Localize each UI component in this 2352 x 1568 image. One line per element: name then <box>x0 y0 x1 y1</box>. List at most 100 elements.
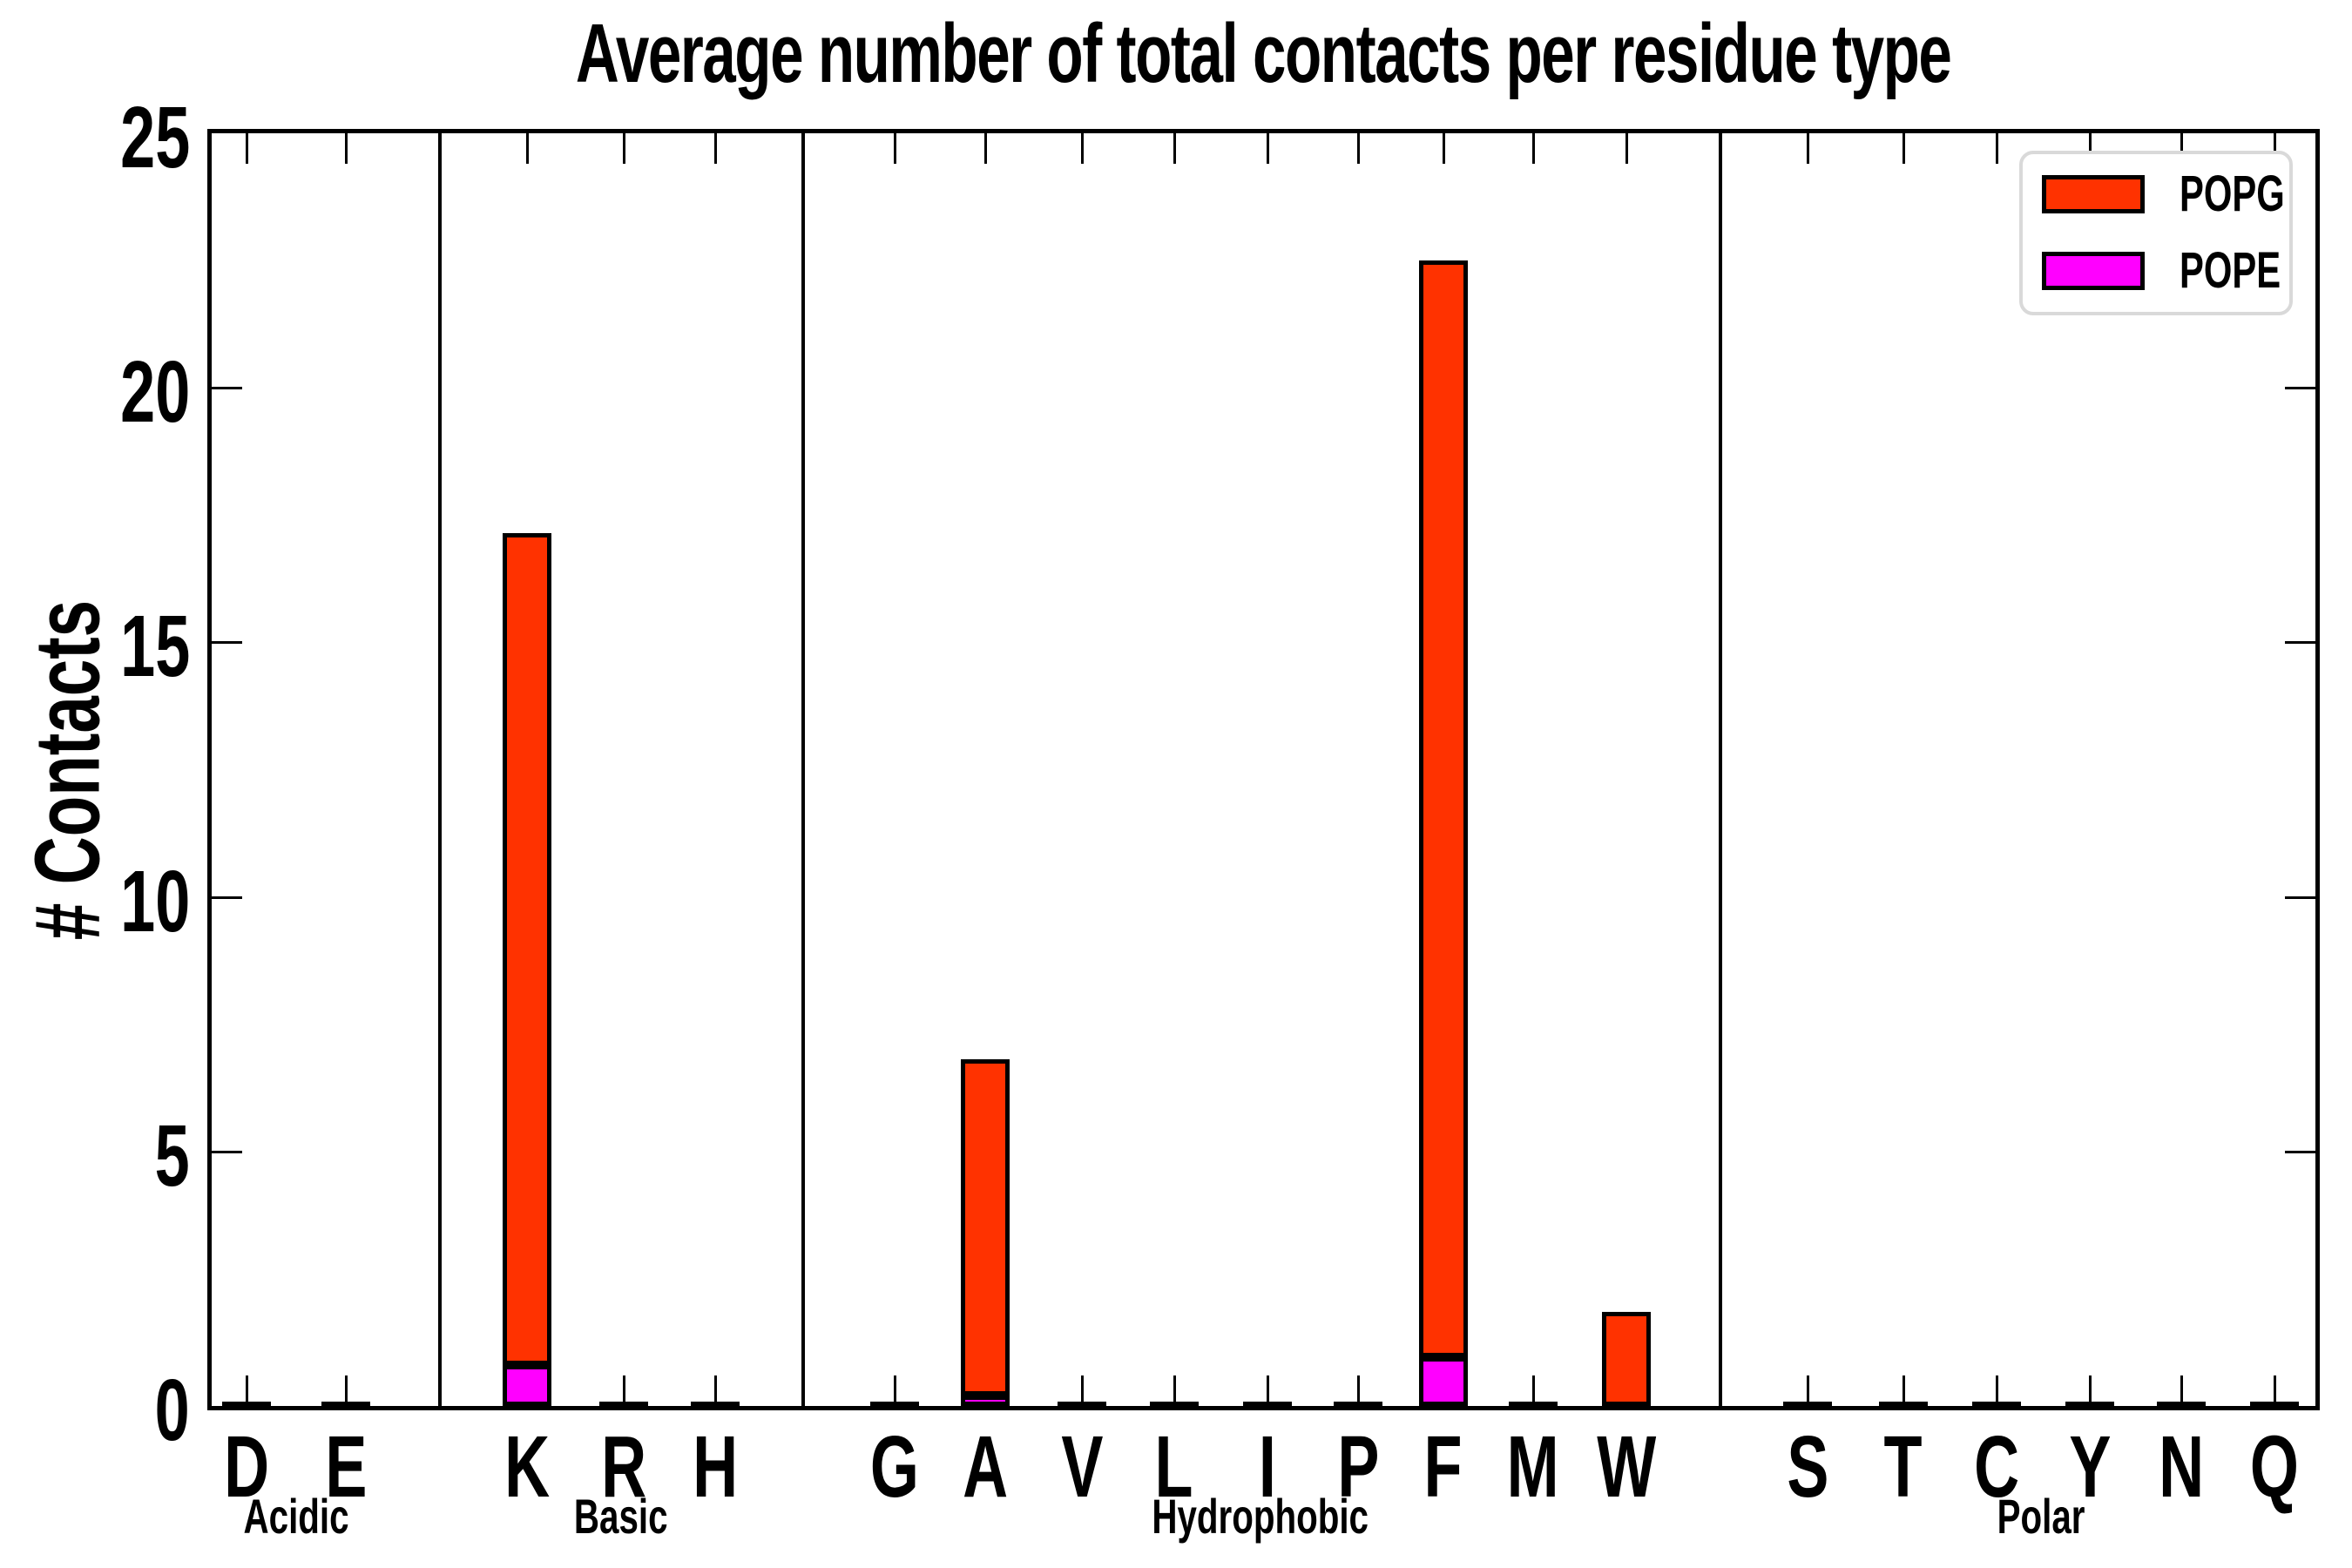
y-tick-left-5 <box>212 1150 242 1153</box>
residue-label-text-F: F <box>1424 1418 1463 1516</box>
residue-label-text-G: G <box>869 1418 919 1516</box>
bar-K-pope <box>503 1365 551 1406</box>
group-label-text-basic: Basic <box>574 1489 668 1544</box>
tiny-bar-H <box>691 1402 740 1406</box>
y-tick-right-5 <box>2285 1150 2315 1153</box>
x-tick-bottom-V <box>1081 1375 1084 1406</box>
y-tick-label-20: 20 <box>0 348 190 436</box>
residue-label-Q: Q <box>2205 1423 2344 1511</box>
group-label-basic: Basic <box>447 1491 795 1542</box>
bar-K-popg <box>503 533 551 1365</box>
tiny-bar-Q <box>2250 1402 2299 1406</box>
x-tick-bottom-I <box>1267 1375 1269 1406</box>
bar-A-popg <box>961 1059 1010 1396</box>
x-tick-top-R <box>623 133 625 164</box>
residue-label-G: G <box>825 1423 964 1511</box>
y-tick-label-text-5: 5 <box>154 1106 190 1205</box>
residue-label-text-T: T <box>1884 1418 1923 1516</box>
tiny-bar-T <box>1879 1402 1928 1406</box>
chart-title-text: Average number of total contacts per res… <box>576 7 1952 100</box>
residue-label-E: E <box>276 1423 416 1511</box>
x-tick-bottom-C <box>1996 1375 1998 1406</box>
x-tick-bottom-T <box>1903 1375 1905 1406</box>
x-tick-top-I <box>1267 133 1269 164</box>
y-tick-right-10 <box>2285 896 2315 899</box>
x-tick-top-N <box>2180 133 2183 164</box>
legend-label-popg: POPG <box>2180 169 2326 220</box>
tiny-bar-S <box>1783 1402 1832 1406</box>
residue-label-text-C: C <box>1974 1418 2019 1516</box>
residue-label-N: N <box>2112 1423 2251 1511</box>
tiny-bar-Y <box>2065 1402 2114 1406</box>
x-tick-bottom-Q <box>2274 1375 2276 1406</box>
group-label-text-polar: Polar <box>1997 1489 2085 1544</box>
residue-label-text-I: I <box>1258 1418 1276 1516</box>
x-tick-bottom-D <box>246 1375 248 1406</box>
bar-W-popg <box>1602 1312 1651 1406</box>
tiny-bar-G <box>870 1402 919 1406</box>
residue-label-P: P <box>1288 1423 1428 1511</box>
bar-F-pope <box>1419 1357 1468 1406</box>
x-tick-bottom-H <box>714 1375 717 1406</box>
y-tick-left-20 <box>212 387 242 390</box>
legend-swatch-popg <box>2042 175 2145 213</box>
x-tick-bottom-Y <box>2089 1375 2092 1406</box>
residue-label-text-Y: Y <box>2068 1418 2112 1516</box>
chart-title: Average number of total contacts per res… <box>207 9 2320 99</box>
x-tick-top-C <box>1996 133 1998 164</box>
residue-label-text-N: N <box>2159 1418 2204 1516</box>
x-tick-top-M <box>1532 133 1535 164</box>
residue-label-text-V: V <box>1060 1418 1104 1516</box>
group-divider-1 <box>438 133 442 1406</box>
x-tick-bottom-R <box>623 1375 625 1406</box>
x-tick-bottom-P <box>1357 1375 1360 1406</box>
residue-label-T: T <box>1834 1423 1973 1511</box>
x-tick-top-E <box>345 133 348 164</box>
y-tick-label-text-25: 25 <box>119 89 190 186</box>
residue-label-text-H: H <box>693 1418 738 1516</box>
residue-label-text-A: A <box>963 1418 1008 1516</box>
y-tick-label-5: 5 <box>0 1112 190 1200</box>
tiny-bar-V <box>1058 1402 1106 1406</box>
legend-label-pope: POPE <box>2180 246 2320 296</box>
tiny-bar-C <box>1972 1402 2021 1406</box>
x-tick-top-W <box>1625 133 1628 164</box>
residue-label-V: V <box>1012 1423 1152 1511</box>
legend-swatch-pope <box>2042 252 2145 290</box>
residue-label-M: M <box>1463 1423 1603 1511</box>
residue-label-W: W <box>1557 1423 1696 1511</box>
x-tick-bottom-G <box>894 1375 896 1406</box>
residue-label-F: F <box>1374 1423 1513 1511</box>
tiny-bar-D <box>222 1402 271 1406</box>
bar-F-popg <box>1419 260 1468 1357</box>
legend-label-text-pope: POPE <box>2180 242 2281 299</box>
group-label-text-hydrophobic: Hydrophobic <box>1152 1489 1369 1544</box>
y-tick-right-15 <box>2285 641 2315 645</box>
group-label-acidic: Acidic <box>122 1491 470 1542</box>
y-tick-label-10: 10 <box>0 858 190 945</box>
x-tick-bottom-E <box>345 1375 348 1406</box>
group-label-hydrophobic: Hydrophobic <box>1086 1491 1435 1542</box>
residue-label-H: H <box>645 1423 785 1511</box>
x-tick-top-S <box>1807 133 1809 164</box>
residue-label-Y: Y <box>2020 1423 2159 1511</box>
residue-label-A: A <box>916 1423 1055 1511</box>
y-tick-label-text-15: 15 <box>119 598 190 696</box>
residue-label-text-M: M <box>1507 1418 1559 1516</box>
residue-label-text-S: S <box>1786 1418 1829 1516</box>
y-tick-label-text-10: 10 <box>119 852 190 950</box>
tiny-bar-M <box>1509 1402 1558 1406</box>
tiny-bar-P <box>1334 1402 1382 1406</box>
x-tick-top-A <box>984 133 987 164</box>
x-tick-top-L <box>1173 133 1176 164</box>
plot-area <box>207 129 2320 1410</box>
residue-label-K: K <box>457 1423 597 1511</box>
residue-label-R: R <box>554 1423 693 1511</box>
x-tick-top-K <box>526 133 529 164</box>
residue-label-text-K: K <box>504 1418 550 1516</box>
group-divider-2 <box>801 133 805 1406</box>
y-tick-label-15: 15 <box>0 603 190 690</box>
group-divider-3 <box>1719 133 1722 1406</box>
y-tick-left-15 <box>212 641 242 645</box>
y-tick-label-0: 0 <box>0 1367 190 1454</box>
